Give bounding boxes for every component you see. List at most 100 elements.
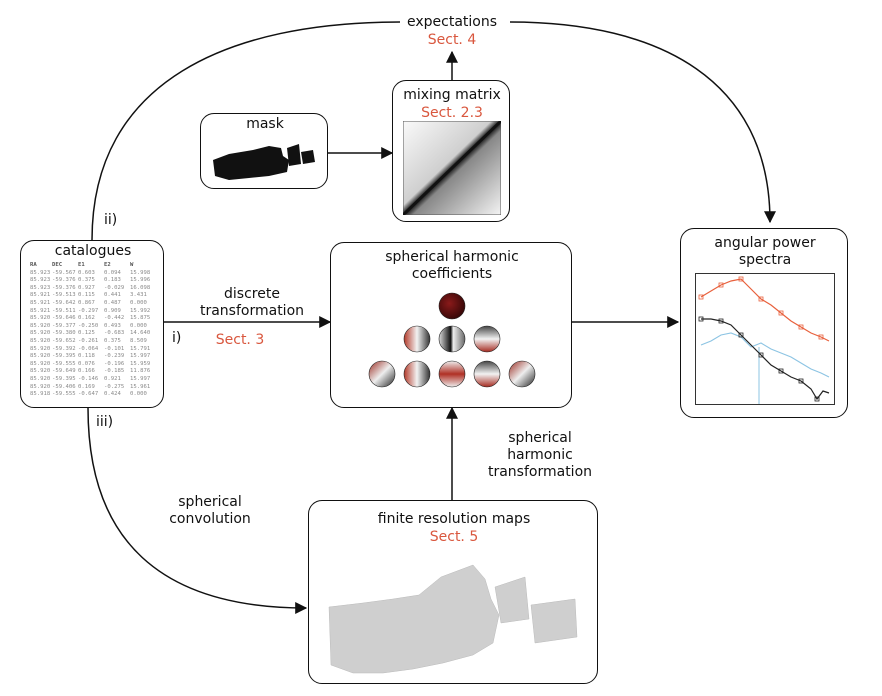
catalogue-cell: -59.642 xyxy=(52,299,76,306)
catalogue-row: 85.920 -59.649 0.166 -0.185 11.876 xyxy=(30,368,156,376)
series-red-markers xyxy=(698,276,824,340)
catalogue-cell: -59.555 xyxy=(52,391,76,398)
expectations-label: expectations xyxy=(406,14,498,30)
catalogue-cell: 85.920 xyxy=(30,337,51,344)
mixing-matrix-node: mixing matrix Sect. 2.3 xyxy=(392,80,510,222)
catalogue-cell: 15.998 xyxy=(130,269,151,276)
catalogue-cell: -59.392 xyxy=(52,345,76,352)
catalogue-cell: 15.997 xyxy=(130,353,151,360)
catalogue-row: 85.920 -59.377 -0.250 0.493 0.000 xyxy=(30,323,156,331)
catalogue-cell: -59.376 xyxy=(52,277,76,284)
catalogue-row: 85.920 -59.392 -0.064 -0.101 15.791 xyxy=(30,346,156,354)
catalogue-cell: 0.375 xyxy=(78,277,95,284)
marker-i: i) xyxy=(172,330,182,346)
catalogue-cell: 85.920 xyxy=(30,322,51,329)
catalogue-cell: -0.196 xyxy=(104,360,125,367)
catalogue-cell: -59.646 xyxy=(52,315,76,322)
catalogue-cell: -0.064 xyxy=(78,345,99,352)
discrete-label-1: discrete xyxy=(224,286,280,302)
catalogue-cell: -59.380 xyxy=(52,330,76,337)
catalogue-cell: -0.275 xyxy=(104,383,125,390)
mixing-matrix-sect: Sect. 2.3 xyxy=(421,105,483,121)
sh-coefficients-label-1: spherical harmonic xyxy=(385,249,519,265)
sphere-l2-m1 xyxy=(473,360,501,388)
catalogue-row: 85.920 -59.555 0.076 -0.196 15.959 xyxy=(30,361,156,369)
catalogue-cell: 0.909 xyxy=(104,307,121,314)
catalogue-cell: 85.920 xyxy=(30,368,51,375)
catalogue-cell: -59.377 xyxy=(52,322,76,329)
catalogue-cell: 0.603 xyxy=(78,269,95,276)
catalogue-cell: -0.185 xyxy=(104,368,125,375)
spectra-label-2: spectra xyxy=(738,252,792,268)
catalogue-cell: 0.115 xyxy=(78,292,95,299)
mask-node: mask xyxy=(200,113,328,189)
finite-resolution-maps-node: finite resolution maps Sect. 5 xyxy=(308,500,598,684)
catalogue-row: 85.923 -59.376 0.375 0.183 15.996 xyxy=(30,277,156,285)
arrow-catalogues-to-spectra-via-expectations xyxy=(91,21,770,241)
catalogue-row: 85.920 -59.646 0.162 -0.442 15.875 xyxy=(30,315,156,323)
catalogue-row: 85.923 -59.567 0.603 0.094 15.998 xyxy=(30,270,156,278)
catalogue-row: 85.921 -59.511 -0.297 0.909 15.992 xyxy=(30,308,156,316)
catalogue-cell: -59.652 xyxy=(52,337,76,344)
catalogue-row: 85.920 -59.395 0.118 -0.239 15.997 xyxy=(30,353,156,361)
catalogue-cell: -0.250 xyxy=(78,322,99,329)
catalogue-column-header: DEC xyxy=(52,262,63,268)
series-black-markers xyxy=(698,316,820,402)
sphere-l1-m-1 xyxy=(403,325,431,353)
catalogue-cell: 85.920 xyxy=(30,345,51,352)
series-blue xyxy=(700,332,830,378)
catalogue-cell: 0.076 xyxy=(78,360,95,367)
maps-image xyxy=(328,564,578,674)
catalogue-cell: 0.493 xyxy=(104,322,121,329)
catalogue-cell: 15.791 xyxy=(130,345,151,352)
catalogue-row: 85.921 -59.642 0.867 0.487 0.000 xyxy=(30,300,156,308)
mask-label: mask xyxy=(246,116,284,132)
catalogue-cell: 0.424 xyxy=(104,391,121,398)
catalogue-cell: 0.125 xyxy=(78,330,95,337)
catalogue-column-header: RA xyxy=(30,262,37,268)
catalogue-cell: -59.395 xyxy=(52,375,76,382)
power-spectra-plot xyxy=(695,273,835,405)
catalogue-cell: 85.923 xyxy=(30,269,51,276)
catalogue-cell: 8.509 xyxy=(130,337,147,344)
sh-coefficients-node: spherical harmonic coefficients xyxy=(330,242,572,408)
sh-transformation-label-2: harmonic xyxy=(507,447,573,463)
catalogue-cell: 85.920 xyxy=(30,330,51,337)
catalogue-cell: -0.297 xyxy=(78,307,99,314)
catalogue-cell: 0.000 xyxy=(130,391,147,398)
marker-ii: ii) xyxy=(104,212,118,228)
catalogue-row: 85.920 -59.652 -0.261 0.375 8.509 xyxy=(30,338,156,346)
harmonic-spheres xyxy=(368,292,536,388)
catalogues-label: catalogues xyxy=(54,243,132,259)
angular-power-spectra-node: angular power spectra xyxy=(680,228,848,418)
catalogue-cell: -0.647 xyxy=(78,391,99,398)
catalogue-cell: 85.920 xyxy=(30,353,51,360)
catalogue-cell: -59.376 xyxy=(52,284,76,291)
catalogue-cell: 15.959 xyxy=(130,360,151,367)
catalogue-cell: -0.683 xyxy=(104,330,125,337)
maps-sect: Sect. 5 xyxy=(429,529,479,545)
catalogue-cell: -59.395 xyxy=(52,353,76,360)
catalogue-cell: -59.567 xyxy=(52,269,76,276)
catalogue-table: RA DEC E1 E2 W 85.923 -59.567 0.603 0.094 15.998 8… xyxy=(30,262,156,399)
sphere-l1-m0 xyxy=(438,325,466,353)
catalogue-row: 85.920 -59.395 -0.146 0.921 15.997 xyxy=(30,376,156,384)
sphere-l2-m-1 xyxy=(403,360,431,388)
spectra-label-1: angular power xyxy=(714,235,816,251)
sh-transformation-label-1: spherical xyxy=(508,430,572,446)
catalogue-cell: 15.992 xyxy=(130,307,151,314)
marker-iii: iii) xyxy=(96,414,114,430)
catalogue-cell: 0.183 xyxy=(104,277,121,284)
catalogue-cell: 16.098 xyxy=(130,284,151,291)
catalogue-cell: -59.406 xyxy=(52,383,76,390)
discrete-sect: Sect. 3 xyxy=(215,332,265,348)
catalogue-cell: 0.375 xyxy=(104,337,121,344)
catalogue-cell: -0.029 xyxy=(104,284,125,291)
catalogue-cell: 3.431 xyxy=(130,292,147,299)
catalogue-cell: 85.921 xyxy=(30,292,51,299)
catalogue-cell: -59.649 xyxy=(52,368,76,375)
catalogue-cell: -0.261 xyxy=(78,337,99,344)
catalogue-cell: 14.640 xyxy=(130,330,151,337)
discrete-label-2: transformation xyxy=(199,303,305,319)
